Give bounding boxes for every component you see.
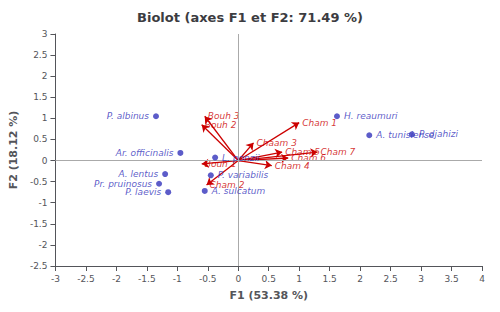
svg-text:Bouh 3: Bouh 3: [208, 111, 240, 121]
svg-text:3.5: 3.5: [444, 274, 458, 284]
svg-text:2: 2: [357, 274, 363, 284]
svg-text:1: 1: [42, 113, 48, 123]
svg-text:2: 2: [42, 71, 48, 81]
svg-text:H. reaumuri: H. reaumuri: [344, 111, 398, 121]
svg-text:4: 4: [479, 274, 485, 284]
svg-text:-3: -3: [51, 274, 60, 284]
svg-text:A. tunisiense: A. tunisiense: [376, 130, 435, 141]
svg-text:Bouh 1: Bouh 1: [204, 158, 237, 169]
svg-text:F1 (53.38 %): F1 (53.38 %): [229, 289, 308, 302]
svg-text:3: 3: [418, 274, 424, 284]
svg-text:-2.5: -2.5: [77, 274, 95, 284]
svg-text:Bouh 2: Bouh 2: [204, 119, 237, 130]
svg-text:-1: -1: [38, 198, 47, 208]
svg-text:0: 0: [42, 156, 48, 166]
svg-text:P. laevis: P. laevis: [125, 187, 161, 197]
svg-text:A. lentus: A. lentus: [117, 169, 158, 179]
svg-text:P. variabilis: P. variabilis: [218, 170, 269, 180]
svg-text:Cham 6: Cham 6: [291, 153, 327, 163]
svg-text:-2: -2: [112, 274, 121, 284]
svg-text:Cham 7: Cham 7: [320, 147, 355, 157]
svg-text:P. albinus: P. albinus: [107, 111, 150, 121]
svg-text:0.5: 0.5: [33, 134, 47, 144]
svg-text:-0.5: -0.5: [199, 274, 217, 284]
svg-text:3: 3: [42, 29, 48, 39]
svg-text:Cham 1: Cham 1: [302, 118, 337, 128]
svg-text:Biolot (axes F1 et F2: 71.49 %: Biolot (axes F1 et F2: 71.49 %): [137, 10, 363, 25]
svg-text:Chaam 3: Chaam 3: [256, 137, 297, 148]
svg-text:-1.5: -1.5: [138, 274, 156, 284]
svg-text:A. sulcatum: A. sulcatum: [211, 186, 266, 196]
svg-text:2.5: 2.5: [33, 50, 47, 60]
svg-text:2.5: 2.5: [383, 274, 397, 284]
svg-text:Pr. pruinosus: Pr. pruinosus: [94, 178, 152, 189]
svg-text:-1.5: -1.5: [30, 219, 48, 229]
svg-text:Cham 4: Cham 4: [274, 160, 310, 171]
svg-text:L. ponzii: L. ponzii: [222, 153, 260, 163]
svg-text:0: 0: [235, 274, 241, 284]
svg-text:1.5: 1.5: [33, 92, 47, 102]
svg-text:Ar. officinalis: Ar. officinalis: [115, 148, 174, 158]
svg-text:F2 (18.12 %): F2 (18.12 %): [7, 111, 20, 190]
svg-text:-2.5: -2.5: [30, 261, 48, 271]
svg-text:-0.5: -0.5: [30, 177, 48, 187]
svg-text:-1: -1: [173, 274, 182, 284]
svg-text:P. djahizi: P. djahizi: [419, 129, 459, 139]
svg-text:0.5: 0.5: [262, 274, 276, 284]
svg-text:1: 1: [296, 274, 302, 284]
svg-text:-2: -2: [38, 240, 47, 250]
svg-text:1.5: 1.5: [323, 274, 337, 284]
